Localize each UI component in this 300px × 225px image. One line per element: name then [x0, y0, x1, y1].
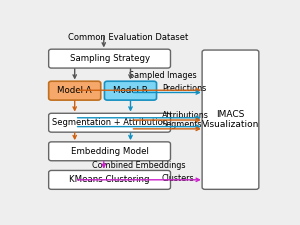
FancyBboxPatch shape — [104, 81, 157, 100]
Text: IMACS
Visualization: IMACS Visualization — [202, 110, 259, 129]
Text: Sampling Strategy: Sampling Strategy — [70, 54, 150, 63]
Text: Segmentation + Attribution: Segmentation + Attribution — [52, 118, 168, 127]
Text: Predictions: Predictions — [162, 84, 206, 93]
Text: Segments: Segments — [162, 119, 202, 128]
FancyBboxPatch shape — [49, 81, 101, 100]
Text: Model A: Model A — [57, 86, 92, 95]
Text: Attributions: Attributions — [162, 111, 209, 120]
FancyBboxPatch shape — [49, 142, 170, 161]
Text: Sampled Images: Sampled Images — [129, 71, 197, 80]
Text: Common Evaluation Dataset: Common Evaluation Dataset — [68, 33, 188, 42]
FancyBboxPatch shape — [49, 171, 170, 189]
Text: Model B: Model B — [113, 86, 148, 95]
FancyBboxPatch shape — [49, 113, 170, 132]
FancyBboxPatch shape — [49, 49, 170, 68]
Text: Clusters: Clusters — [162, 174, 194, 183]
Text: Embedding Model: Embedding Model — [70, 147, 148, 156]
Text: Combined Embeddings: Combined Embeddings — [92, 162, 186, 171]
Text: KMeans Clustering: KMeans Clustering — [69, 176, 150, 184]
FancyBboxPatch shape — [202, 50, 259, 189]
